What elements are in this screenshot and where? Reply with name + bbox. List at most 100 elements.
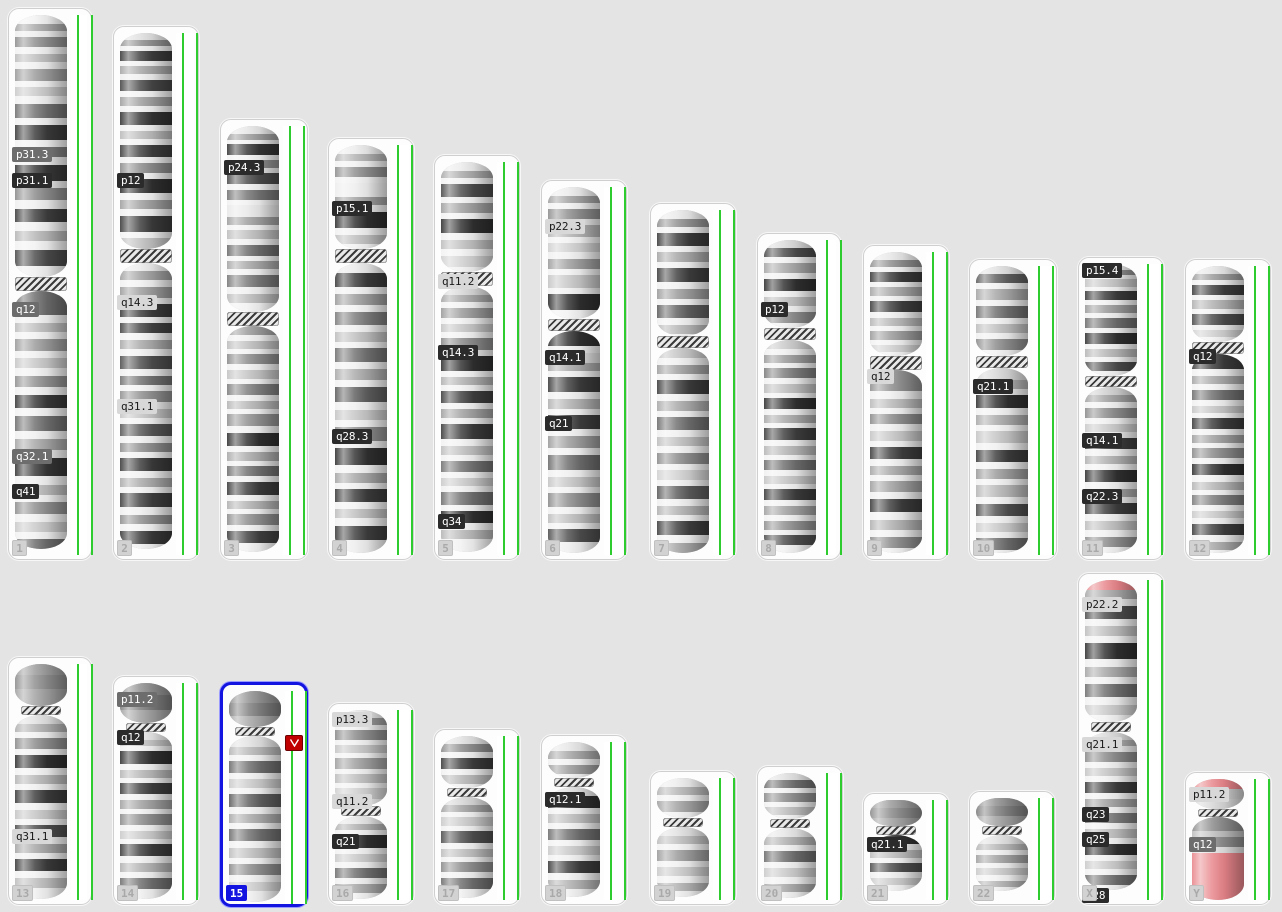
chromosome-number-badge-21[interactable]: 21	[867, 885, 889, 901]
ideogram-3[interactable]	[227, 126, 279, 552]
chromosome-panel-10[interactable]: q21.1 10	[969, 259, 1057, 560]
feature-track-3[interactable]	[283, 126, 305, 555]
ideogram-7[interactable]	[657, 210, 709, 553]
feature-track-12[interactable]	[1248, 266, 1270, 555]
chromosome-band	[120, 263, 172, 271]
feature-track-22[interactable]	[1032, 798, 1054, 900]
ideogram-8[interactable]	[764, 240, 816, 553]
feature-track-18[interactable]	[604, 742, 626, 900]
feature-track-14[interactable]	[176, 683, 198, 900]
chromosome-number-badge-5[interactable]: 5	[438, 540, 453, 556]
ideogram-22[interactable]	[976, 798, 1028, 891]
feature-track-X[interactable]	[1141, 580, 1163, 900]
chromosome-band	[976, 431, 1028, 443]
ideogram-6[interactable]	[548, 187, 600, 553]
ideogram-10[interactable]	[976, 266, 1028, 553]
chromosome-number-badge-18[interactable]: 18	[545, 885, 567, 901]
chromosome-panel-5[interactable]: q11.2 q14.3 q34 5	[434, 155, 520, 560]
feature-track-7[interactable]	[713, 210, 735, 555]
feature-track-9[interactable]	[926, 252, 948, 555]
feature-track-10[interactable]	[1032, 266, 1054, 555]
feature-track-6[interactable]	[604, 187, 626, 555]
feature-track-15[interactable]	[285, 691, 307, 904]
chevron-down-marker-icon[interactable]	[285, 735, 303, 751]
chromosome-panel-14[interactable]: p11.2 q12 14	[113, 676, 199, 905]
ideogram-20[interactable]	[764, 773, 816, 898]
ideogram-2[interactable]	[120, 33, 172, 549]
chromosome-panel-Y[interactable]: p11.2 q12 Y	[1185, 772, 1271, 905]
feature-track-13[interactable]	[71, 664, 93, 900]
feature-track-5[interactable]	[497, 162, 519, 555]
chromosome-panel-1[interactable]: p31.3 p31.1 q12 q32.1 q41 1	[8, 8, 93, 560]
chromosome-number-badge-1[interactable]: 1	[12, 540, 27, 556]
chromosome-number-badge-Y[interactable]: Y	[1189, 885, 1204, 901]
chromosome-number-badge-16[interactable]: 16	[332, 885, 354, 901]
feature-track-4[interactable]	[391, 145, 413, 555]
ideogram-1[interactable]	[15, 15, 67, 549]
chromosome-number-badge-X[interactable]: X	[1082, 885, 1097, 901]
chromosome-number-badge-19[interactable]: 19	[654, 885, 676, 901]
chromosome-number-badge-6[interactable]: 6	[545, 540, 560, 556]
feature-track-8[interactable]	[820, 240, 842, 555]
ideogram-15[interactable]	[229, 691, 281, 902]
chromosome-panel-9[interactable]: q12 9	[863, 245, 949, 560]
chromosome-band	[441, 775, 493, 784]
feature-track-2[interactable]	[176, 33, 198, 555]
chromosome-panel-18[interactable]: q12.1 18	[541, 735, 627, 905]
chromosome-panel-8[interactable]: p12 8	[757, 233, 842, 560]
ideogram-13[interactable]	[15, 664, 67, 899]
ideogram-21[interactable]	[870, 800, 922, 891]
feature-track-16[interactable]	[391, 710, 413, 900]
feature-track-20[interactable]	[820, 773, 842, 900]
chromosome-panel-22[interactable]: 22	[969, 791, 1055, 905]
chromosome-panel-3[interactable]: p24.3 3	[220, 119, 308, 560]
ideogram-14[interactable]	[120, 683, 172, 899]
ideogram-X[interactable]	[1085, 580, 1137, 890]
feature-track-Y[interactable]	[1248, 779, 1270, 900]
chromosome-number-badge-7[interactable]: 7	[654, 540, 669, 556]
feature-track-17[interactable]	[497, 736, 519, 900]
chromosome-number-badge-20[interactable]: 20	[761, 885, 783, 901]
chromosome-number-badge-12[interactable]: 12	[1189, 540, 1211, 556]
chromosome-panel-20[interactable]: 20	[757, 766, 843, 905]
ideogram-12[interactable]	[1192, 266, 1244, 553]
chromosome-number-badge-17[interactable]: 17	[438, 885, 460, 901]
chromosome-panel-6[interactable]: p22.3 q14.1 q21 6	[541, 180, 627, 560]
ideogram-18[interactable]	[548, 742, 600, 897]
chromosome-number-badge-8[interactable]: 8	[761, 540, 776, 556]
ideogram-17[interactable]	[441, 736, 493, 898]
chromosome-panel-12[interactable]: q12 12	[1185, 259, 1271, 560]
chromosome-number-badge-13[interactable]: 13	[12, 885, 34, 901]
chromosome-number-badge-9[interactable]: 9	[867, 540, 882, 556]
chromosome-band	[441, 171, 493, 178]
chromosome-band	[976, 516, 1028, 523]
chromosome-panel-19[interactable]: 19	[650, 771, 736, 905]
chromosome-panel-11[interactable]: p15.4 q14.1 q22.3 11	[1078, 257, 1164, 560]
chromosome-band	[441, 418, 493, 424]
chromosome-panel-2[interactable]: p12 q14.3 q31.1 2	[113, 26, 199, 560]
chromosome-panel-15[interactable]: 15	[220, 682, 308, 907]
chromosome-number-badge-2[interactable]: 2	[117, 540, 132, 556]
ideogram-4[interactable]	[335, 145, 387, 553]
chromosome-number-badge-4[interactable]: 4	[332, 540, 347, 556]
ideogram-11[interactable]	[1085, 264, 1137, 553]
chromosome-number-badge-14[interactable]: 14	[117, 885, 139, 901]
chromosome-panel-17[interactable]: 17	[434, 729, 520, 905]
chromosome-panel-21[interactable]: q21.1 21	[863, 793, 949, 905]
feature-track-1[interactable]	[71, 15, 93, 555]
chromosome-panel-13[interactable]: q31.1 13	[8, 657, 93, 905]
ideogram-9[interactable]	[870, 252, 922, 553]
ideogram-19[interactable]	[657, 778, 709, 897]
chromosome-number-badge-11[interactable]: 11	[1082, 540, 1104, 556]
feature-track-21[interactable]	[926, 800, 948, 900]
feature-track-19[interactable]	[713, 778, 735, 900]
chromosome-number-badge-15[interactable]: 15	[226, 885, 248, 901]
chromosome-number-badge-3[interactable]: 3	[224, 540, 239, 556]
chromosome-panel-16[interactable]: p13.3 q11.2 q21 16	[328, 703, 414, 905]
chromosome-panel-4[interactable]: p15.1 q28.3 4	[328, 138, 414, 560]
chromosome-number-badge-22[interactable]: 22	[973, 885, 995, 901]
chromosome-panel-7[interactable]: 7	[650, 203, 736, 560]
chromosome-number-badge-10[interactable]: 10	[973, 540, 995, 556]
feature-track-11[interactable]	[1141, 264, 1163, 555]
